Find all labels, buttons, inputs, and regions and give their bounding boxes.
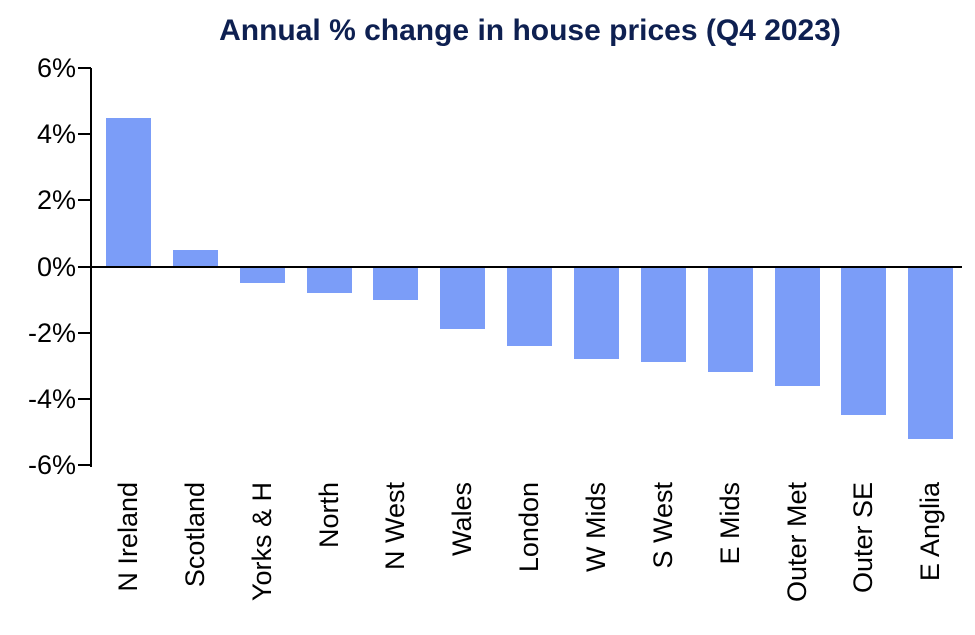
bar-yorks-h: [239, 266, 285, 284]
x-label-north: North: [313, 482, 344, 549]
bar-e-anglia: [908, 266, 954, 439]
y-tick-mark: [78, 67, 91, 69]
y-tick-label: -4%: [27, 383, 76, 414]
x-label-outer-se: Outer SE: [848, 482, 879, 594]
bar-scotland: [172, 249, 218, 267]
x-label-scotland: Scotland: [179, 482, 210, 588]
y-tick-label: 6%: [36, 53, 76, 83]
y-tick-mark: [78, 199, 91, 202]
x-label-n-west: N West: [380, 482, 411, 571]
x-label-wales: Wales: [447, 482, 478, 557]
zero-baseline: [78, 265, 962, 268]
bar-outer-se: [841, 266, 887, 416]
x-label-n-ireland: N Ireland: [113, 482, 143, 592]
x-label-yorks-h: Yorks & H: [246, 482, 277, 602]
bar-london: [507, 266, 553, 346]
y-tick-label: -2%: [27, 317, 76, 348]
y-tick-mark: [78, 397, 91, 400]
bar-outer-met: [774, 266, 820, 386]
y-axis-line: [90, 68, 92, 467]
y-tick-label: -6%: [27, 449, 76, 480]
y-tick-label: 4%: [36, 119, 76, 150]
y-tick-label: 0%: [36, 251, 76, 282]
chart-title: Annual % change in house prices (Q4 2023…: [219, 14, 841, 47]
x-label-e-anglia: E Anglia: [915, 482, 946, 582]
x-label-london: London: [514, 482, 545, 573]
x-label-w-mids: W Mids: [580, 482, 611, 572]
x-label-s-west: S West: [647, 482, 678, 569]
bar-e-mids: [707, 266, 753, 373]
bar-n-west: [373, 266, 419, 300]
y-tick-mark: [78, 331, 91, 334]
x-label-outer-met: Outer Met: [781, 482, 812, 603]
bar-n-ireland: [106, 117, 151, 267]
x-label-e-mids: E Mids: [714, 482, 745, 565]
y-tick-label: 2%: [36, 185, 76, 216]
y-tick-mark: [78, 463, 91, 466]
bar-north: [306, 266, 352, 293]
bar-s-west: [640, 266, 686, 363]
bar-w-mids: [573, 266, 619, 360]
bar-wales: [440, 266, 486, 330]
y-tick-mark: [78, 133, 91, 136]
